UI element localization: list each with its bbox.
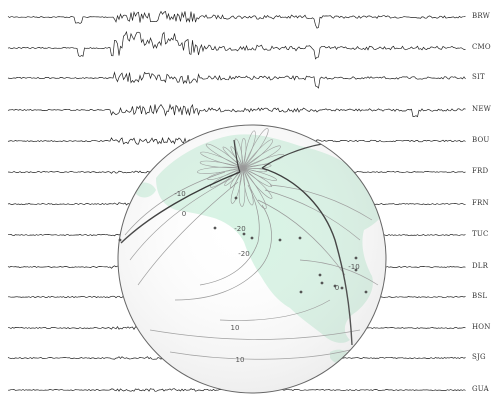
station-label-frd: FRD [472, 167, 489, 175]
station-label-cmo: CMO [472, 43, 491, 51]
observatory-marker [278, 238, 282, 242]
trace-brw [7, 10, 466, 29]
trace-cmo [7, 30, 466, 60]
station-label-sjg: SJG [472, 353, 486, 361]
observatory-marker [213, 226, 217, 230]
station-label-sit: SIT [472, 73, 485, 81]
contour-label: -20 [234, 225, 245, 233]
station-label-bou: BOU [472, 136, 490, 144]
observatory-marker [299, 290, 303, 294]
observatory-marker [364, 290, 368, 294]
trace-new [7, 103, 466, 118]
contour-label: -10 [174, 190, 185, 198]
observatory-marker [298, 236, 302, 240]
station-label-bsl: BSL [472, 292, 488, 300]
station-label-brw: BRW [472, 12, 491, 20]
station-label-hon: HON [472, 323, 491, 331]
station-label-gua: GUA [472, 385, 489, 393]
observatory-marker [242, 232, 246, 236]
globe-outline [117, 124, 387, 394]
observatory-marker [118, 238, 122, 242]
observatory-marker [333, 284, 337, 288]
contour-label: 0 [335, 284, 339, 292]
contour-label: 10 [231, 324, 240, 332]
contour-label: -10 [348, 263, 359, 271]
observatory-marker [320, 281, 324, 285]
station-label-new: NEW [472, 105, 492, 113]
contour-label: 10 [236, 356, 245, 364]
station-label-tuc: TUC [472, 230, 489, 238]
observatory-marker [318, 273, 322, 277]
observatory-marker [340, 286, 344, 290]
contour-label: 0 [182, 210, 186, 218]
station-label-dlr: DLR [472, 262, 489, 270]
contour-label: -20 [238, 250, 249, 258]
observatory-marker [354, 268, 358, 272]
observatory-marker [250, 236, 254, 240]
observatory-marker [234, 196, 238, 200]
station-label-frn: FRN [472, 199, 489, 207]
observatory-marker [354, 256, 358, 260]
trace-sit [7, 71, 466, 89]
